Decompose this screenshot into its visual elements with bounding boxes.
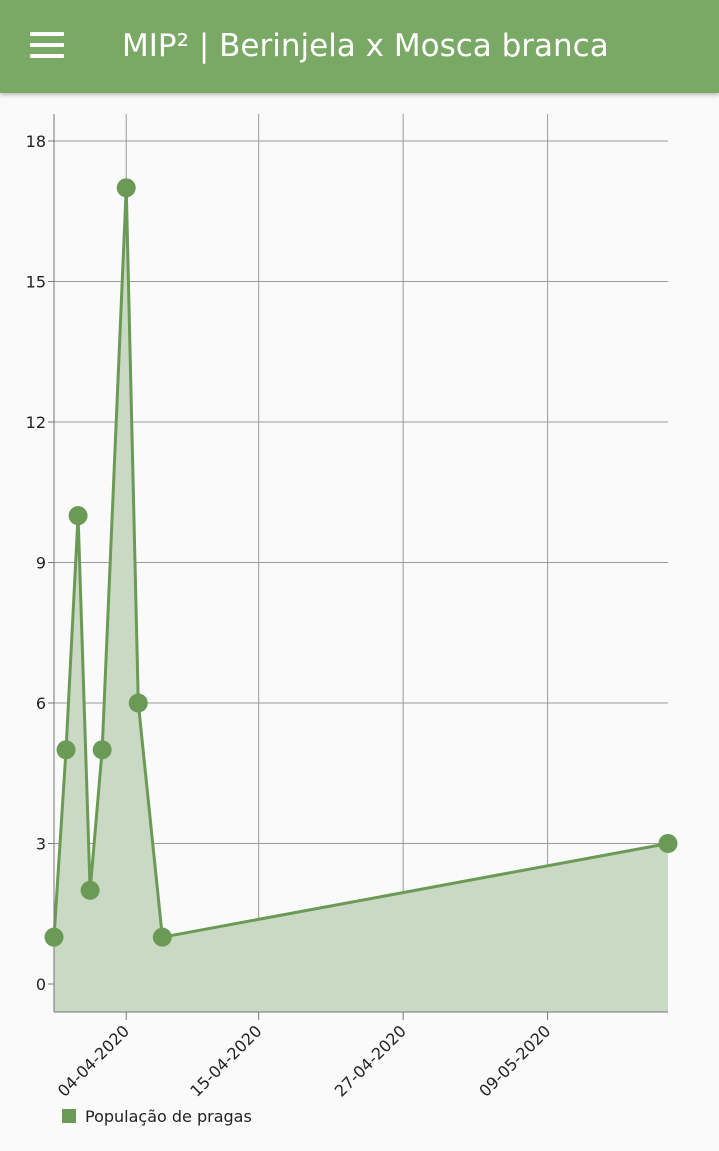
y-tick-label: 12 bbox=[26, 413, 46, 432]
y-tick-label: 0 bbox=[36, 975, 46, 994]
y-tick-label: 3 bbox=[36, 835, 46, 854]
y-tick-label: 9 bbox=[36, 554, 46, 573]
data-point bbox=[56, 740, 76, 760]
y-tick-label: 6 bbox=[36, 694, 46, 713]
chart-container: 0 3 6 9 12 15 18 04-04-2020 15-04-2020 27-04-2020… bbox=[0, 93, 719, 1147]
chart-area bbox=[52, 186, 669, 1013]
page-title: MIP² | Berinjela x Mosca branca bbox=[122, 28, 609, 64]
chart-legend: População de pragas bbox=[62, 1107, 252, 1126]
y-tick-label: 18 bbox=[26, 132, 46, 151]
legend-label: População de pragas bbox=[85, 1107, 252, 1126]
legend-swatch bbox=[62, 1109, 76, 1123]
x-tick-label: 09-05-2020 bbox=[475, 1021, 554, 1100]
y-tick-label: 15 bbox=[26, 273, 46, 292]
chart-grid bbox=[54, 114, 668, 1012]
data-point bbox=[152, 927, 172, 947]
data-point bbox=[128, 693, 148, 713]
app-bar: MIP² | Berinjela x Mosca branca bbox=[0, 0, 719, 93]
chart-points bbox=[44, 178, 678, 947]
x-tick-label: 27-04-2020 bbox=[331, 1021, 410, 1100]
data-point bbox=[116, 178, 136, 198]
data-point bbox=[658, 834, 678, 853]
data-point bbox=[80, 880, 100, 900]
x-tick-label: 15-04-2020 bbox=[186, 1021, 265, 1100]
series-area-fill bbox=[54, 187, 668, 1013]
population-chart[interactable]: 0 3 6 9 12 15 18 04-04-2020 15-04-2020 27-04-2020… bbox=[0, 93, 719, 1147]
x-tick-label: 04-04-2020 bbox=[54, 1021, 133, 1100]
data-point bbox=[44, 927, 64, 947]
data-point bbox=[92, 740, 112, 760]
hamburger-menu-icon[interactable] bbox=[22, 24, 72, 68]
data-point bbox=[68, 506, 88, 526]
